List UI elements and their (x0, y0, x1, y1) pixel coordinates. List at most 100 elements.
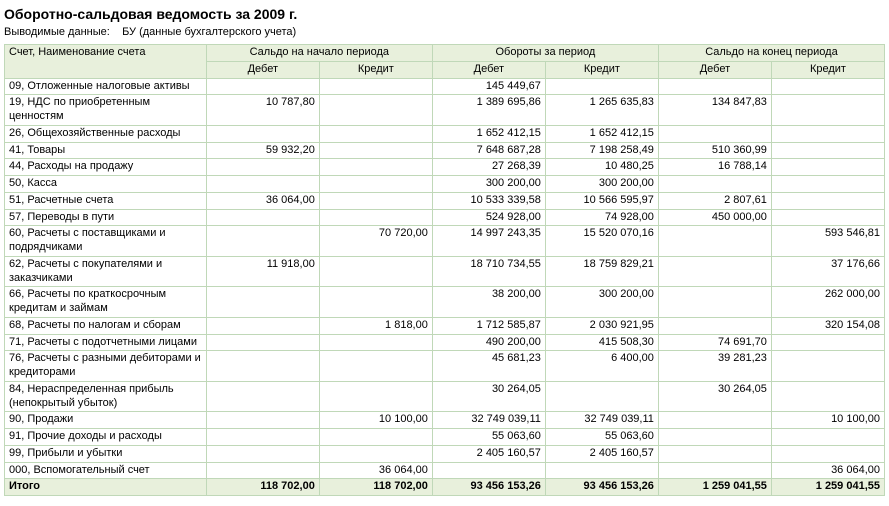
cell-start-debit: 59 932,20 (206, 142, 319, 159)
cell-account: 51, Расчетные счета (5, 192, 207, 209)
th-account: Счет, Наименование счета (5, 45, 207, 79)
cell-end-credit: 320 154,08 (771, 317, 884, 334)
table-row: 09, Отложенные налоговые активы145 449,6… (5, 78, 885, 95)
table-row: 84, Нераспределенная прибыль (непокрытый… (5, 381, 885, 412)
cell-start-credit (319, 142, 432, 159)
cell-account: 99, Прибыли и убытки (5, 445, 207, 462)
cell-end-debit (658, 78, 771, 95)
cell-start-debit (206, 226, 319, 257)
cell-turn-credit: 2 030 921,95 (545, 317, 658, 334)
total-row: Итого118 702,00118 702,0093 456 153,2693… (5, 479, 885, 496)
cell-turn-credit: 415 508,30 (545, 334, 658, 351)
cell-account: 57, Переводы в пути (5, 209, 207, 226)
cell-turn-debit: 27 268,39 (432, 159, 545, 176)
table-row: 91, Прочие доходы и расходы55 063,6055 0… (5, 429, 885, 446)
table-row: 41, Товары59 932,207 648 687,287 198 258… (5, 142, 885, 159)
cell-end-debit (658, 462, 771, 479)
cell-start-debit: 36 064,00 (206, 192, 319, 209)
cell-end-debit (658, 412, 771, 429)
cell-turn-debit: 38 200,00 (432, 287, 545, 318)
cell-turn-debit: 1 389 695,86 (432, 95, 545, 126)
cell-end-credit (771, 125, 884, 142)
cell-turn-debit: 2 405 160,57 (432, 445, 545, 462)
cell-start-debit (206, 78, 319, 95)
cell-account: 50, Касса (5, 176, 207, 193)
cell-turn-debit: 1 652 412,15 (432, 125, 545, 142)
table-row: 62, Расчеты с покупателями и заказчиками… (5, 256, 885, 287)
cell-start-debit (206, 287, 319, 318)
subtitle-value: БУ (данные бухгалтерского учета) (122, 26, 296, 38)
table-row: 76, Расчеты с разными дебиторами и креди… (5, 351, 885, 382)
cell-end-debit: 2 807,61 (658, 192, 771, 209)
cell-start-debit (206, 334, 319, 351)
cell-start-debit (206, 412, 319, 429)
cell-end-debit (658, 287, 771, 318)
cell-end-credit (771, 192, 884, 209)
th-turn-debit: Дебет (432, 61, 545, 78)
cell-end-credit: 36 064,00 (771, 462, 884, 479)
cell-turn-debit: 1 712 585,87 (432, 317, 545, 334)
cell-start-credit (319, 429, 432, 446)
cell-account: 84, Нераспределенная прибыль (непокрытый… (5, 381, 207, 412)
cell-start-debit: 10 787,80 (206, 95, 319, 126)
cell-end-credit (771, 142, 884, 159)
cell-end-credit (771, 176, 884, 193)
cell-turn-credit (545, 78, 658, 95)
cell-turn-debit: 30 264,05 (432, 381, 545, 412)
cell-account: 26, Общехозяйственные расходы (5, 125, 207, 142)
cell-end-credit (771, 334, 884, 351)
table-row: 99, Прибыли и убытки2 405 160,572 405 16… (5, 445, 885, 462)
cell-start-credit (319, 176, 432, 193)
cell-account: 90, Продажи (5, 412, 207, 429)
cell-turn-credit: 1 265 635,83 (545, 95, 658, 126)
cell-turn-debit: 45 681,23 (432, 351, 545, 382)
cell-start-credit: 70 720,00 (319, 226, 432, 257)
cell-start-credit (319, 192, 432, 209)
cell-turn-debit: 7 648 687,28 (432, 142, 545, 159)
cell-end-credit: 37 176,66 (771, 256, 884, 287)
total-label: Итого (5, 479, 207, 496)
cell-account: 09, Отложенные налоговые активы (5, 78, 207, 95)
total-start-credit: 118 702,00 (319, 479, 432, 496)
cell-start-credit (319, 125, 432, 142)
cell-account: 000, Вспомогательный счет (5, 462, 207, 479)
cell-turn-debit: 32 749 039,11 (432, 412, 545, 429)
cell-end-credit (771, 95, 884, 126)
cell-turn-credit: 32 749 039,11 (545, 412, 658, 429)
table-row: 71, Расчеты с подотчетными лицами490 200… (5, 334, 885, 351)
cell-turn-debit: 490 200,00 (432, 334, 545, 351)
cell-turn-debit: 524 928,00 (432, 209, 545, 226)
th-start-credit: Кредит (319, 61, 432, 78)
cell-start-debit (206, 381, 319, 412)
cell-end-debit (658, 226, 771, 257)
cell-turn-debit: 10 533 339,58 (432, 192, 545, 209)
cell-turn-debit: 300 200,00 (432, 176, 545, 193)
cell-end-debit (658, 256, 771, 287)
cell-end-debit (658, 317, 771, 334)
table-row: 66, Расчеты по краткосрочным кредитам и … (5, 287, 885, 318)
cell-account: 41, Товары (5, 142, 207, 159)
cell-start-debit (206, 176, 319, 193)
cell-end-credit (771, 209, 884, 226)
cell-end-credit: 593 546,81 (771, 226, 884, 257)
cell-start-debit (206, 351, 319, 382)
th-start-balance: Сальдо на начало периода (206, 45, 432, 62)
total-turn-debit: 93 456 153,26 (432, 479, 545, 496)
cell-start-debit (206, 125, 319, 142)
cell-account: 44, Расходы на продажу (5, 159, 207, 176)
cell-account: 68, Расчеты по налогам и сборам (5, 317, 207, 334)
table-row: 51, Расчетные счета36 064,00 10 533 339,5… (5, 192, 885, 209)
cell-turn-credit: 10 480,25 (545, 159, 658, 176)
table-row: 44, Расходы на продажу 27 268,3910 480,25… (5, 159, 885, 176)
cell-start-debit: 11 918,00 (206, 256, 319, 287)
th-start-debit: Дебет (206, 61, 319, 78)
cell-start-credit (319, 256, 432, 287)
th-turnover: Обороты за период (432, 45, 658, 62)
cell-account: 91, Прочие доходы и расходы (5, 429, 207, 446)
cell-end-credit (771, 429, 884, 446)
cell-turn-debit: 55 063,60 (432, 429, 545, 446)
cell-end-credit: 262 000,00 (771, 287, 884, 318)
cell-end-debit: 74 691,70 (658, 334, 771, 351)
cell-start-credit (319, 159, 432, 176)
cell-end-credit (771, 159, 884, 176)
